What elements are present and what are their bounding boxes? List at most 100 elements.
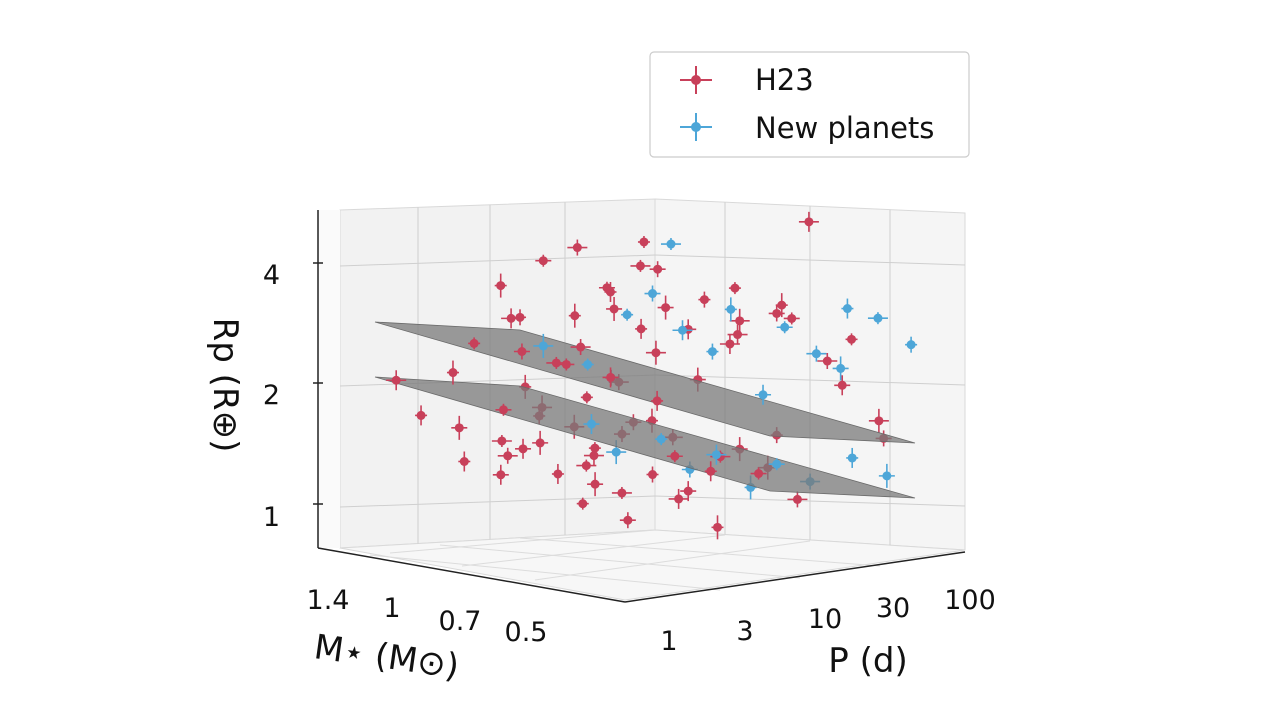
h23-point	[583, 445, 604, 466]
h23-point	[783, 312, 800, 325]
h23-point	[657, 295, 674, 320]
h23-point	[845, 333, 858, 346]
legend-label-h23: H23	[755, 63, 814, 97]
y-tick-label: 0.7	[439, 606, 482, 637]
h23-point	[834, 375, 851, 396]
h23-point	[651, 390, 664, 411]
h23-point	[637, 235, 650, 248]
y-tick-label: 1.4	[307, 585, 350, 616]
new-planet-point	[846, 447, 859, 468]
h23-point	[698, 291, 711, 308]
z-tick-label: 2	[263, 380, 280, 411]
h23-point	[491, 434, 512, 447]
floor-gridline	[439, 544, 801, 579]
legend-label-new-planets: New planets	[755, 111, 934, 145]
fit-plane-lower	[374, 376, 916, 499]
h23-point	[635, 318, 648, 339]
new-planet-point	[724, 297, 737, 322]
new-planet-point	[706, 444, 727, 465]
h23-point	[580, 391, 593, 404]
h23-point	[817, 353, 838, 370]
new-planet-point	[832, 356, 849, 381]
h23-point	[558, 358, 575, 371]
new-planet-point	[806, 345, 827, 362]
new-planet-point	[533, 333, 554, 358]
legend: H23 New planets	[649, 51, 970, 158]
h23-point	[728, 282, 741, 295]
h23-point	[868, 408, 889, 433]
h23-point	[668, 488, 689, 509]
new-planet-point	[672, 320, 693, 341]
z-tick-labels: 4 2 1	[263, 260, 280, 533]
y-tick-label: 0.5	[505, 617, 548, 648]
y-tick-label: 1	[383, 593, 400, 624]
z-tick-label: 4	[263, 260, 280, 291]
h23-point	[468, 337, 481, 350]
h23-point	[606, 296, 623, 321]
h23-point	[666, 450, 683, 463]
h23-point	[494, 273, 507, 298]
new-planet-point	[776, 321, 793, 334]
h23-point	[495, 403, 512, 416]
legend-frame	[649, 51, 970, 158]
h23-point	[750, 467, 767, 480]
h23-point	[719, 333, 740, 354]
h23-point	[680, 481, 697, 502]
h23-point	[602, 367, 619, 388]
y-tick-labels: 1.4 1 0.7 0.5	[307, 585, 548, 648]
new-planet-point	[755, 384, 772, 405]
h23-point	[611, 486, 632, 499]
h23-point	[513, 343, 530, 360]
h23-point	[492, 464, 509, 485]
h23-point	[630, 259, 651, 272]
h23-point	[551, 463, 564, 484]
z-axis-label: Rp (R⊕)	[205, 318, 245, 453]
x-tick-label: 100	[944, 585, 996, 616]
h23-point	[415, 405, 428, 426]
new-planet-point	[644, 285, 661, 302]
h23-point	[645, 340, 666, 365]
z-gridline	[339, 254, 656, 267]
h23-point	[576, 497, 589, 510]
h23-point	[646, 466, 659, 483]
h23-point	[604, 281, 617, 302]
h23-point	[798, 211, 819, 232]
new-planet-point	[581, 358, 594, 371]
new-planet-point	[768, 458, 785, 471]
x-tick-label: 3	[736, 616, 753, 647]
h23-point	[532, 430, 549, 455]
h23-point	[704, 461, 717, 482]
h23-point	[446, 360, 459, 385]
fit-plane-upper	[374, 321, 916, 444]
floor-gridline	[461, 534, 726, 567]
h23-point	[451, 415, 468, 440]
x-axis-line	[624, 551, 966, 603]
x-tick-label: 1	[660, 626, 677, 657]
x-axis-label: P (d)	[828, 641, 907, 681]
h23-point	[787, 491, 808, 508]
axes-panes	[318, 198, 966, 601]
new-planet-point	[867, 312, 888, 325]
h23-point	[587, 472, 604, 497]
new-planet-point	[878, 463, 895, 488]
h23-point	[568, 303, 581, 328]
h23-point	[727, 324, 748, 345]
axis-lines	[317, 210, 966, 603]
new-planet-point	[841, 298, 854, 319]
x-tick-labels: 1 3 10 30 100	[660, 585, 995, 657]
h23-point	[514, 309, 527, 326]
z-gridline	[339, 495, 656, 508]
legend-marker-new-planets	[680, 113, 712, 141]
x-tick-label: 30	[876, 593, 910, 624]
new-planet-point	[905, 336, 918, 353]
h23-point	[497, 447, 518, 464]
h23-point	[711, 515, 724, 540]
h23-point	[576, 459, 597, 472]
new-planet-point	[583, 414, 600, 435]
floor-pane	[339, 529, 966, 601]
z-tick-label: 1	[263, 502, 280, 533]
h23-point	[386, 370, 407, 391]
x-tick-label: 10	[808, 604, 842, 635]
left-pane	[318, 210, 340, 548]
